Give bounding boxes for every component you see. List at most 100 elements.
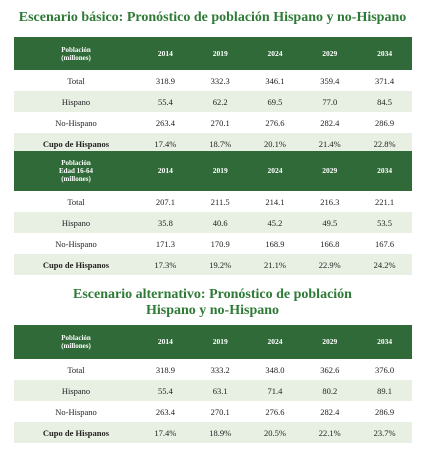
cell-value: 207.1 (155, 196, 175, 207)
cell-value: 216.3 (320, 196, 340, 207)
table-row: No-Hispano 263.4 270.1 276.6 282.4 286.9 (14, 401, 412, 422)
year-header: 2014 (138, 37, 193, 70)
cell-value: 21.1% (247, 254, 303, 275)
cell-value: 270.1 (210, 406, 230, 417)
row-label: Cupo de Hispanos (14, 254, 138, 275)
cell-value: 17.4% (138, 133, 193, 154)
cell-value: 35.8 (138, 212, 193, 233)
cell-value: 77.0 (302, 91, 358, 112)
table-row: Cupo de Hispanos 17.4% 18.7% 20.1% 21.4%… (14, 133, 412, 154)
cell-value: 53.5 (357, 212, 412, 233)
header-line: Población (61, 334, 91, 342)
table-row: Hispano 55.4 62.2 69.5 77.0 84.5 (14, 91, 412, 112)
cell-value: 18.7% (192, 133, 248, 154)
table-row: Total 318.9 333.2 348.0 362.6 376.0 (14, 359, 412, 380)
row-label: Cupo de Hispanos (14, 422, 138, 443)
cell-value: 23.7% (357, 422, 412, 443)
cell-value: 19.2% (192, 254, 248, 275)
cell-value: 348.0 (265, 364, 285, 375)
table-row: Total 207.1 211.5 214.1 216.3 221.1 (14, 191, 412, 212)
cell-value: 55.4 (138, 91, 193, 112)
cell-value: 40.6 (192, 212, 248, 233)
cell-value: 24.2% (357, 254, 412, 275)
title-basic-scenario: Escenario básico: Pronóstico de població… (18, 10, 407, 25)
header-row: Población (millones) 2014 2019 2024 2029… (14, 37, 412, 70)
cell-value: 71.4 (247, 380, 303, 401)
cell-value: 276.6 (265, 406, 285, 417)
cell-value: 69.5 (247, 91, 303, 112)
cell-value: 49.5 (302, 212, 358, 233)
header-row: Población Edad 16-64 (millones) 2014 201… (14, 151, 412, 191)
year-header: 2024 (247, 325, 303, 359)
table-alternative-population: Población (millones) 2014 2019 2024 2029… (14, 325, 412, 443)
cell-value: 22.8% (357, 133, 412, 154)
cell-value: 84.5 (357, 91, 412, 112)
cell-value: 286.9 (375, 406, 395, 417)
table-row: Cupo de Hispanos 17.4% 18.9% 20.5% 22.1%… (14, 422, 412, 443)
year-header: 2034 (357, 151, 412, 191)
year-header: 2034 (357, 325, 412, 359)
year-header: 2019 (192, 325, 248, 359)
cell-value: 62.2 (192, 91, 248, 112)
row-label: Hispano (14, 91, 138, 112)
cell-value: 270.1 (210, 117, 230, 128)
year-header: 2019 (192, 151, 248, 191)
year-header: 2014 (138, 151, 193, 191)
cell-value: 20.1% (247, 133, 303, 154)
cell-value: 359.4 (320, 75, 340, 86)
row-label: Hispano (14, 212, 138, 233)
cell-value: 171.3 (155, 238, 175, 249)
cell-value: 371.4 (375, 75, 395, 86)
year-header: 2029 (302, 37, 358, 70)
row-label: No-Hispano (55, 117, 97, 128)
cell-value: 263.4 (155, 406, 175, 417)
title-line: Hispano y no-Hispano (145, 303, 280, 318)
header-label: Población (millones) (14, 37, 138, 70)
cell-value: 89.1 (357, 380, 412, 401)
cell-value: 263.4 (155, 117, 175, 128)
table-basic-working-age: Población Edad 16-64 (millones) 2014 201… (14, 151, 412, 275)
cell-value: 211.5 (210, 196, 230, 207)
cell-value: 170.9 (210, 238, 230, 249)
cell-value: 214.1 (265, 196, 285, 207)
table-row: Cupo de Hispanos 17.3% 19.2% 21.1% 22.9%… (14, 254, 412, 275)
row-label: Hispano (14, 380, 138, 401)
row-label: No-Hispano (55, 238, 97, 249)
title-alternative-scenario: Escenario alternativo: Pronóstico de pob… (8, 287, 417, 319)
year-header: 2024 (247, 37, 303, 70)
header-row: Población (millones) 2014 2019 2024 2029… (14, 325, 412, 359)
cell-value: 346.1 (265, 75, 285, 86)
cell-value: 362.6 (320, 364, 340, 375)
cell-value: 282.4 (320, 406, 340, 417)
header-line: Población (61, 45, 91, 54)
cell-value: 376.0 (375, 364, 395, 375)
year-header: 2019 (192, 37, 248, 70)
cell-value: 17.4% (138, 422, 193, 443)
row-label: Total (67, 364, 85, 375)
title-line: Escenario alternativo: Pronóstico de pob… (73, 287, 352, 302)
table-row: No-Hispano 171.3 170.9 168.9 166.8 167.6 (14, 233, 412, 254)
header-line: (millones) (61, 53, 91, 62)
cell-value: 21.4% (302, 133, 358, 154)
cell-value: 318.9 (155, 75, 175, 86)
cell-value: 276.6 (265, 117, 285, 128)
cell-value: 18.9% (192, 422, 248, 443)
year-header: 2024 (247, 151, 303, 191)
cell-value: 332.3 (210, 75, 230, 86)
year-header: 2029 (302, 325, 358, 359)
cell-value: 22.1% (302, 422, 358, 443)
header-line: Población (61, 159, 91, 167)
row-label: No-Hispano (55, 406, 97, 417)
header-label: Población Edad 16-64 (millones) (14, 151, 138, 191)
header-line: (millones) (61, 175, 91, 183)
header-line: Edad 16-64 (58, 167, 94, 175)
cell-value: 282.4 (320, 117, 340, 128)
table-row: Hispano 55.4 63.1 71.4 80.2 89.1 (14, 380, 412, 401)
cell-value: 318.9 (155, 364, 175, 375)
cell-value: 166.8 (320, 238, 340, 249)
year-header: 2014 (138, 325, 193, 359)
cell-value: 80.2 (302, 380, 358, 401)
cell-value: 17.3% (138, 254, 193, 275)
table-row: No-Hispano 263.4 270.1 276.6 282.4 286.9 (14, 112, 412, 133)
